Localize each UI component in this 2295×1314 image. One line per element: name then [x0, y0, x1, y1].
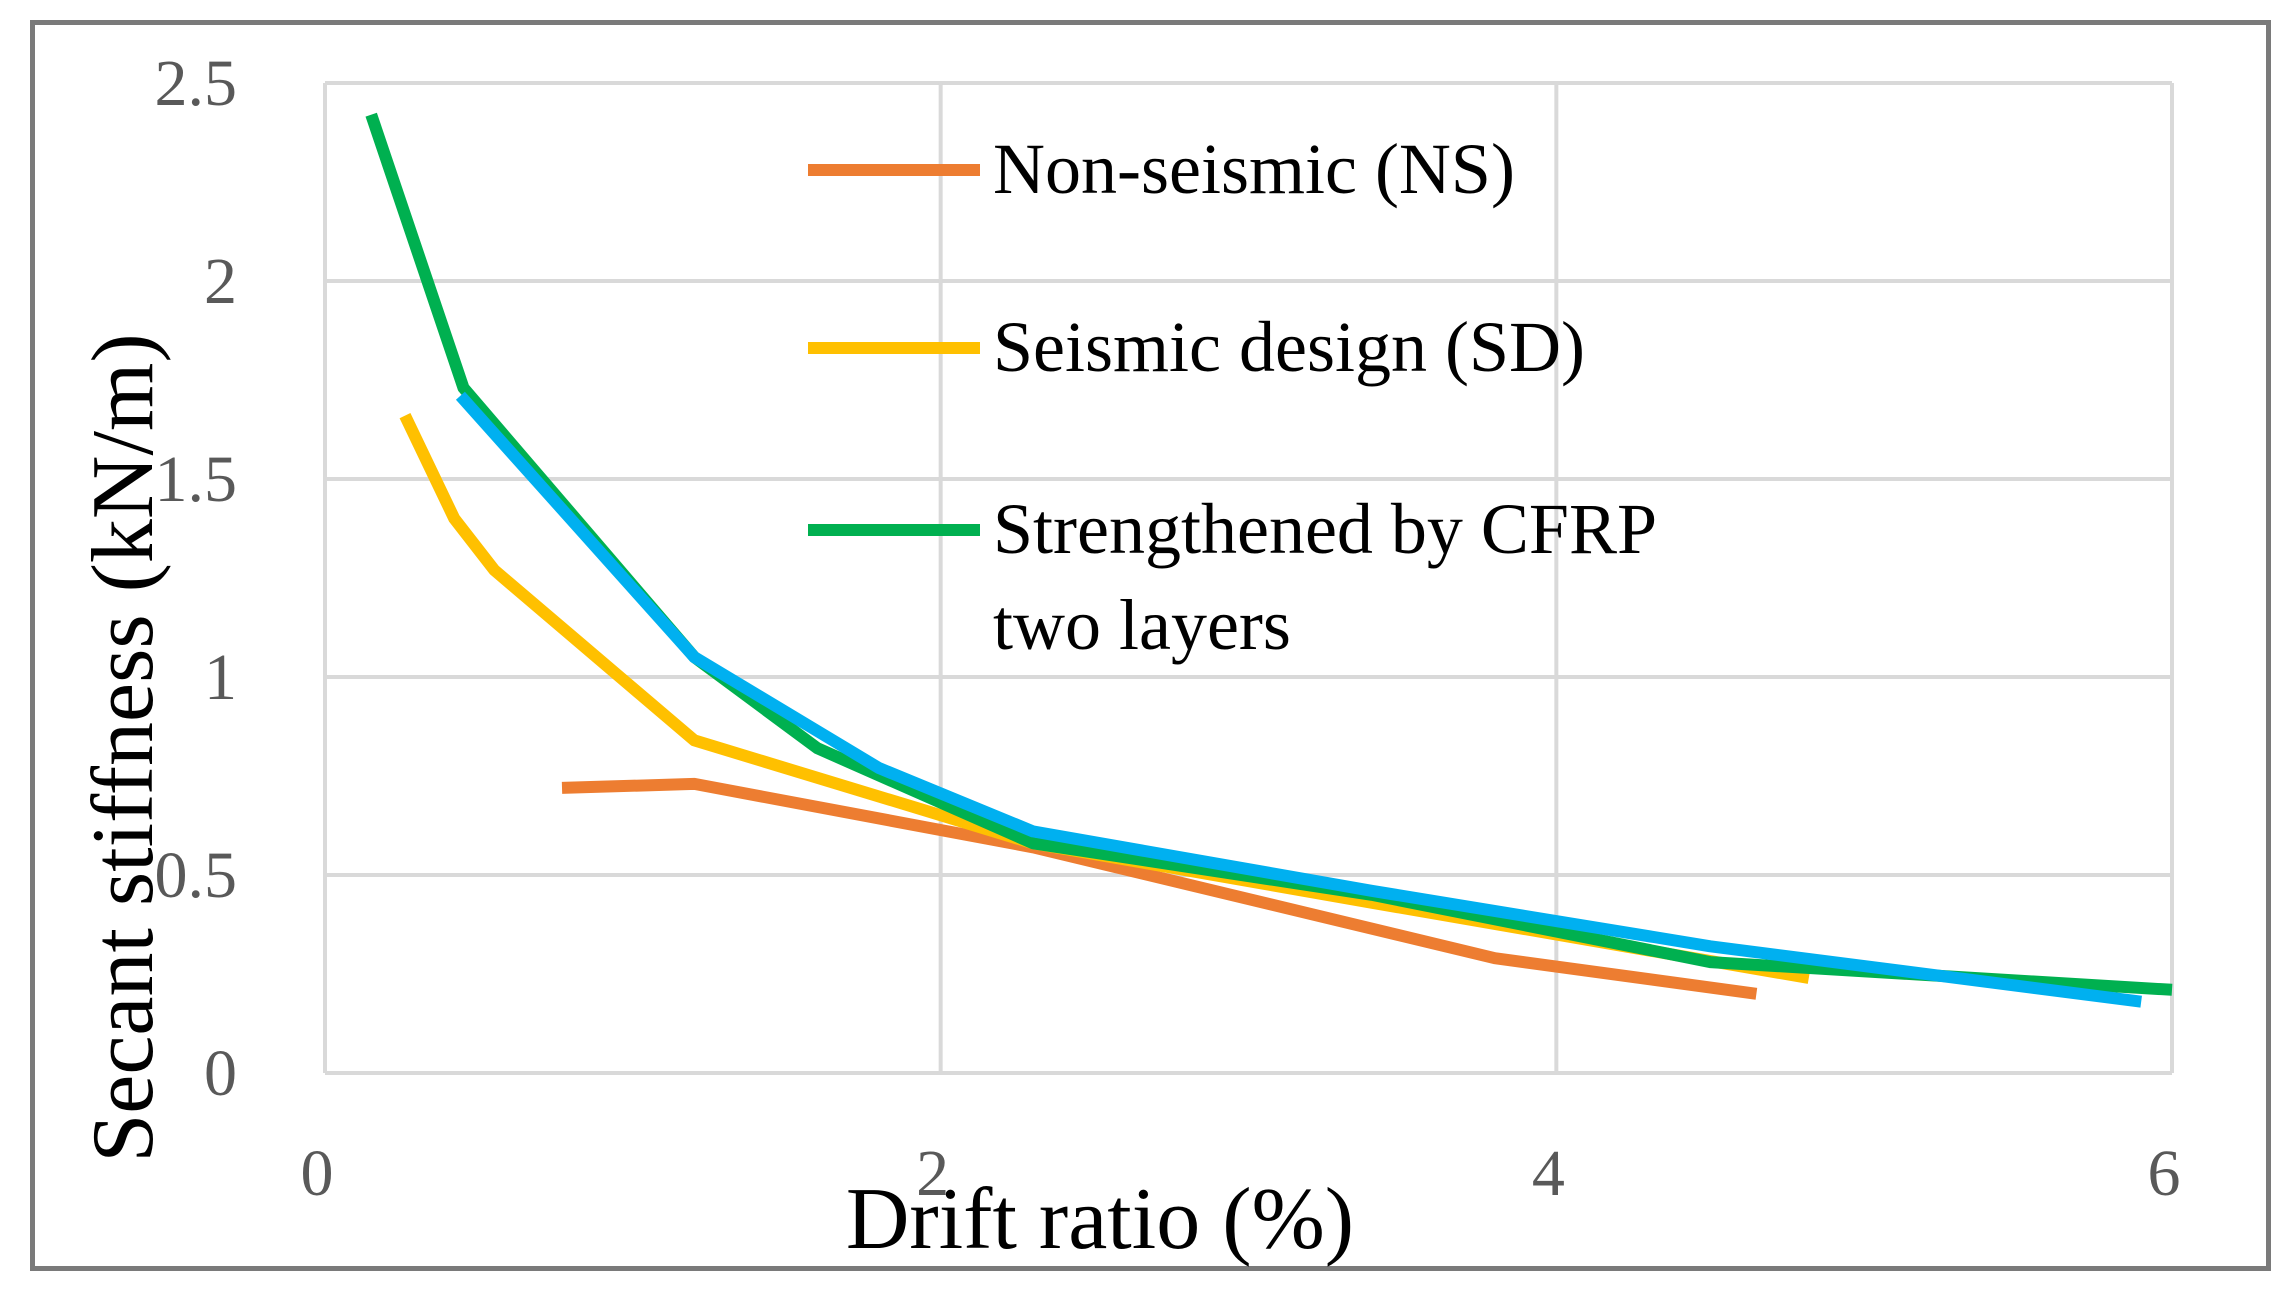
x-tick-label: 2 [916, 1137, 949, 1210]
y-axis-title: Secant stiffness (kN/m) [75, 333, 172, 1162]
y-tick-label: 2 [204, 245, 237, 318]
x-tick-label: 0 [301, 1137, 334, 1210]
y-tick-label: 2.5 [155, 47, 238, 120]
series-line [365, 112, 2173, 996]
legend-label: Seismic design (SD) [993, 307, 1585, 387]
legend-label: Non-seismic (NS) [993, 129, 1515, 209]
x-tick-label: 4 [1532, 1137, 1565, 1210]
legend: Non-seismic (NS) Seismic design (SD) Stren… [808, 129, 1657, 665]
y-tick-label: 0 [204, 1037, 237, 1110]
x-axis-title: Drift ratio (%) [846, 1171, 1354, 1268]
y-tick-label: 1 [204, 641, 237, 714]
y-tick-label: 1.5 [155, 443, 238, 516]
legend-label: two layers [993, 585, 1291, 665]
grid [323, 81, 2174, 1073]
legend-label: Strengthened by CFRP [993, 489, 1657, 569]
y-tick-label: 0.5 [155, 839, 238, 912]
series-layer [365, 112, 2173, 1008]
tick-layer: 0 0.5 1 1.5 2 2.5 0 2 4 6 [155, 47, 2181, 1210]
x-tick-label: 6 [2148, 1137, 2181, 1210]
series-line [455, 391, 2142, 1008]
series-line [399, 413, 1810, 984]
chart-frame [30, 20, 2271, 1271]
series-line [561, 777, 1758, 1000]
